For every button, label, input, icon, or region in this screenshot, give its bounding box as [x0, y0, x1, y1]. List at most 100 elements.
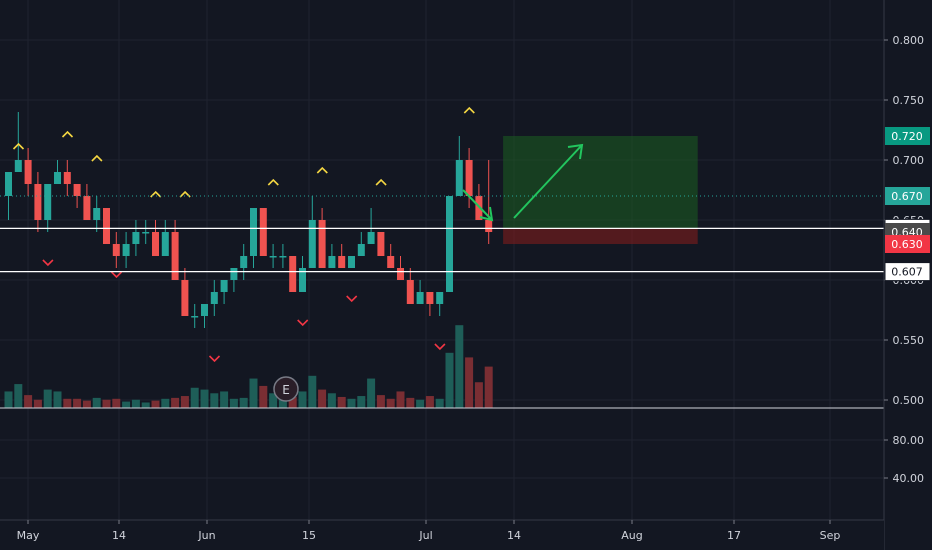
volume-bar: [367, 378, 376, 408]
horizontal-lines[interactable]: [0, 195, 884, 273]
pivot-high-marker: [179, 190, 191, 198]
time-tick-label: May: [17, 529, 40, 542]
candle-body: [132, 232, 140, 244]
position-loss-zone[interactable]: [503, 228, 698, 244]
candle-body: [485, 220, 493, 232]
pivot-high-marker: [267, 178, 279, 186]
candle-body: [269, 256, 277, 258]
time-tick-label: Sep: [820, 529, 841, 542]
volume-bar: [63, 398, 72, 408]
price-label-box: [884, 262, 931, 282]
volume-bar: [53, 391, 62, 408]
position-profit-zone[interactable]: [503, 136, 698, 229]
pivot-high-marker: [316, 166, 328, 174]
down-arrow-line[interactable]: [462, 189, 493, 221]
candle-body: [455, 160, 463, 196]
candle-body: [367, 232, 375, 244]
candle-body: [240, 256, 248, 268]
time-tick-label: Jul: [418, 529, 432, 542]
candle-body: [475, 196, 483, 220]
candle-body: [299, 268, 306, 292]
price-label-text: 0.630: [891, 238, 923, 251]
volume-bar: [288, 396, 297, 408]
volume-tick-label: 40.00: [893, 472, 925, 485]
volume-bar: [92, 397, 101, 408]
volume-bar: [298, 391, 307, 408]
volume-bars: [4, 325, 493, 408]
candle-body: [44, 184, 52, 220]
volume-bar: [43, 389, 52, 408]
volume-bar: [112, 398, 121, 408]
volume-bar: [14, 384, 23, 408]
up-arrow-head: [567, 143, 584, 160]
price-label-text: 0.607: [891, 266, 923, 279]
candle-body: [387, 256, 395, 268]
price-tick-label: 0.800: [893, 34, 925, 47]
volume-bar: [210, 393, 219, 408]
time-tick-label: 14: [112, 529, 126, 542]
pivot-low-marker: [42, 259, 54, 267]
volume-bar: [308, 375, 317, 408]
volume-bar: [327, 393, 336, 408]
time-tick-label: 14: [507, 529, 521, 542]
candle-body: [230, 268, 238, 280]
pivot-high-marker: [61, 130, 74, 138]
price-label-text: 0.670: [891, 190, 923, 203]
pivot-high-marker: [463, 106, 475, 114]
volume-bar: [445, 352, 454, 408]
volume-bar: [229, 398, 238, 408]
pivot-low-marker: [208, 355, 221, 363]
candle-body: [220, 280, 228, 292]
volume-bar: [474, 382, 483, 408]
time-tick-label: 15: [302, 529, 316, 542]
candle-body: [397, 268, 404, 280]
pivot-markers: [12, 106, 475, 363]
price-label-text: 0.720: [891, 130, 923, 143]
earnings-marker[interactable]: E: [273, 376, 299, 402]
volume-bar: [318, 389, 327, 408]
volume-bar: [190, 387, 199, 408]
candle-body: [24, 160, 32, 184]
pivot-high-marker: [150, 190, 162, 198]
candle-body: [142, 232, 150, 234]
candle-body: [348, 256, 355, 268]
volume-bar: [239, 397, 248, 408]
volume-bar: [376, 395, 385, 408]
volume-bar: [151, 400, 160, 408]
volume-bar: [406, 397, 415, 408]
candle-body: [181, 280, 189, 316]
volume-bar: [200, 389, 209, 408]
candle-body: [289, 256, 297, 292]
price-tick-label: 0.500: [893, 394, 925, 407]
volume-bar: [171, 397, 180, 408]
candle-body: [93, 208, 101, 220]
candle-body: [63, 172, 71, 184]
volume-bar: [141, 402, 150, 408]
volume-bar: [180, 396, 189, 408]
time-tick-label: 17: [727, 529, 741, 542]
volume-bar: [102, 399, 111, 408]
price-tick-label: 0.750: [893, 94, 925, 107]
time-tick-label: Jun: [197, 529, 215, 542]
trend-arrows[interactable]: [462, 143, 584, 222]
candle-body: [161, 232, 169, 256]
long-position-tool[interactable]: [503, 136, 698, 244]
candle-body: [446, 196, 453, 292]
volume-bar: [396, 391, 405, 408]
earnings-label: E: [282, 383, 290, 397]
up-arrow-line[interactable]: [513, 144, 583, 219]
volume-bar: [73, 398, 82, 408]
candle-body: [279, 256, 287, 258]
pivot-low-marker: [434, 343, 446, 351]
candle-body: [416, 292, 424, 304]
time-axis-panel[interactable]: [0, 520, 884, 550]
candle-body: [210, 292, 218, 304]
candle-body: [112, 244, 120, 256]
volume-axis-ticks: 80.00 40.00: [884, 434, 924, 485]
volume-tick-label: 80.00: [893, 434, 925, 447]
candle-body: [259, 208, 267, 256]
earnings-icon[interactable]: [273, 376, 299, 402]
volume-bar: [435, 398, 444, 408]
